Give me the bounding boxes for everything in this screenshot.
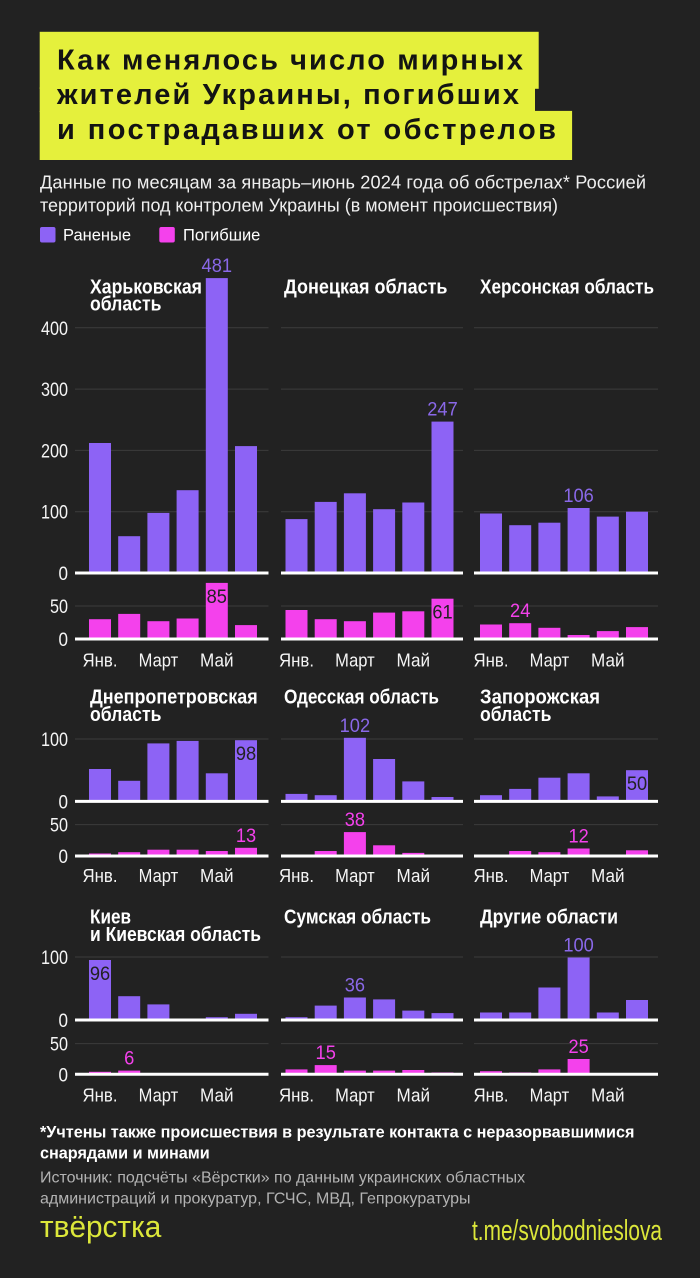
svg-text:200: 200 bbox=[41, 441, 68, 462]
svg-text:Янв.: Янв. bbox=[83, 866, 118, 886]
svg-text:Киев: Киев bbox=[90, 907, 131, 929]
svg-text:твёрстка: твёрстка bbox=[40, 1210, 161, 1244]
svg-text:Март: Март bbox=[139, 866, 179, 886]
svg-text:100: 100 bbox=[563, 935, 594, 957]
svg-text:Май: Май bbox=[591, 651, 625, 671]
svg-text:Май: Май bbox=[200, 651, 234, 671]
svg-text:*Учтены также происшествия в р: *Учтены также происшествия в результате … bbox=[40, 1124, 634, 1142]
svg-text:96: 96 bbox=[90, 963, 110, 985]
svg-text:Май: Май bbox=[200, 1086, 234, 1106]
svg-text:область: область bbox=[90, 294, 161, 316]
svg-text:Донецкая область: Донецкая область bbox=[284, 276, 448, 298]
svg-text:Днепропетровская: Днепропетровская bbox=[90, 687, 258, 709]
svg-text:Март: Март bbox=[530, 1086, 570, 1106]
svg-text:0: 0 bbox=[59, 630, 69, 651]
svg-text:Май: Май bbox=[591, 866, 625, 886]
svg-text:Сумская область: Сумская область bbox=[284, 907, 431, 929]
svg-text:38: 38 bbox=[345, 809, 365, 831]
svg-text:85: 85 bbox=[207, 586, 227, 608]
svg-text:администраций и прокуратур, ГС: администраций и прокуратур, ГСЧС, МВД, Г… bbox=[40, 1191, 471, 1208]
svg-text:102: 102 bbox=[340, 715, 371, 737]
svg-text:Раненые: Раненые bbox=[63, 227, 131, 245]
svg-text:0: 0 bbox=[59, 792, 69, 813]
svg-text:481: 481 bbox=[202, 255, 233, 277]
svg-text:Май: Май bbox=[200, 866, 234, 886]
svg-text:Херсонская область: Херсонская область bbox=[480, 276, 654, 298]
svg-text:Янв.: Янв. bbox=[474, 651, 509, 671]
svg-text:Янв.: Янв. bbox=[474, 866, 509, 886]
svg-text:территорий под контролем Украи: территорий под контролем Украины (в моме… bbox=[40, 196, 558, 216]
svg-text:Март: Март bbox=[335, 1086, 375, 1106]
svg-text:0: 0 bbox=[59, 847, 69, 868]
svg-text:0: 0 bbox=[59, 564, 69, 585]
svg-text:24: 24 bbox=[510, 600, 530, 622]
svg-text:Март: Март bbox=[335, 651, 375, 671]
svg-text:Источник: подсчёты «Вёрстки» п: Источник: подсчёты «Вёрстки» по данным у… bbox=[40, 1170, 525, 1187]
svg-text:Погибшие: Погибшие bbox=[183, 227, 260, 245]
svg-text:50: 50 bbox=[50, 597, 68, 618]
svg-text:300: 300 bbox=[41, 380, 68, 401]
svg-text:100: 100 bbox=[41, 948, 68, 969]
svg-text:снарядами и минами: снарядами и минами bbox=[40, 1145, 210, 1163]
svg-text:15: 15 bbox=[316, 1042, 336, 1064]
svg-text:жителей Украины, погибших: жителей Украины, погибших bbox=[56, 79, 519, 111]
svg-text:Данные по месяцам за январь–ию: Данные по месяцам за январь–июнь 2024 го… bbox=[40, 173, 646, 193]
svg-text:Янв.: Янв. bbox=[474, 1086, 509, 1106]
svg-text:область: область bbox=[480, 704, 551, 726]
svg-text:Май: Май bbox=[397, 1086, 431, 1106]
svg-text:106: 106 bbox=[563, 485, 594, 507]
svg-text:Май: Май bbox=[397, 866, 431, 886]
svg-text:61: 61 bbox=[432, 602, 452, 624]
svg-text:Запорожская: Запорожская bbox=[480, 687, 600, 709]
svg-text:98: 98 bbox=[236, 743, 256, 765]
svg-text:Март: Март bbox=[335, 866, 375, 886]
svg-text:0: 0 bbox=[59, 1011, 69, 1032]
svg-text:0: 0 bbox=[59, 1065, 69, 1086]
svg-text:область: область bbox=[90, 704, 161, 726]
svg-text:Янв.: Янв. bbox=[279, 866, 314, 886]
svg-text:Март: Март bbox=[139, 1086, 179, 1106]
svg-text:25: 25 bbox=[568, 1036, 588, 1058]
svg-text:50: 50 bbox=[627, 773, 647, 795]
svg-text:Май: Май bbox=[591, 1086, 625, 1106]
svg-text:Как менялось число мирных: Как менялось число мирных bbox=[57, 44, 523, 76]
svg-text:t.me/svobodnieslova: t.me/svobodnieslova bbox=[472, 1215, 663, 1247]
svg-text:Янв.: Янв. bbox=[279, 651, 314, 671]
svg-text:Март: Март bbox=[530, 866, 570, 886]
svg-text:и Киевская область: и Киевская область bbox=[90, 924, 261, 946]
svg-text:12: 12 bbox=[568, 825, 588, 847]
svg-text:13: 13 bbox=[236, 825, 256, 847]
svg-text:Янв.: Янв. bbox=[83, 1086, 118, 1106]
svg-text:Март: Март bbox=[530, 651, 570, 671]
svg-text:Янв.: Янв. bbox=[83, 651, 118, 671]
svg-text:Другие области: Другие области bbox=[480, 907, 618, 929]
svg-text:50: 50 bbox=[50, 816, 68, 837]
svg-text:100: 100 bbox=[41, 503, 68, 524]
svg-text:Харьковская: Харьковская bbox=[90, 276, 202, 298]
svg-text:Одесская область: Одесская область bbox=[284, 687, 439, 709]
svg-text:6: 6 bbox=[124, 1048, 134, 1070]
svg-text:Май: Май bbox=[397, 651, 431, 671]
svg-text:Янв.: Янв. bbox=[279, 1086, 314, 1106]
svg-text:100: 100 bbox=[41, 730, 68, 751]
svg-text:36: 36 bbox=[345, 975, 365, 997]
svg-text:400: 400 bbox=[41, 319, 68, 340]
svg-text:247: 247 bbox=[427, 399, 458, 421]
svg-text:50: 50 bbox=[50, 1035, 68, 1056]
svg-text:Март: Март bbox=[139, 651, 179, 671]
